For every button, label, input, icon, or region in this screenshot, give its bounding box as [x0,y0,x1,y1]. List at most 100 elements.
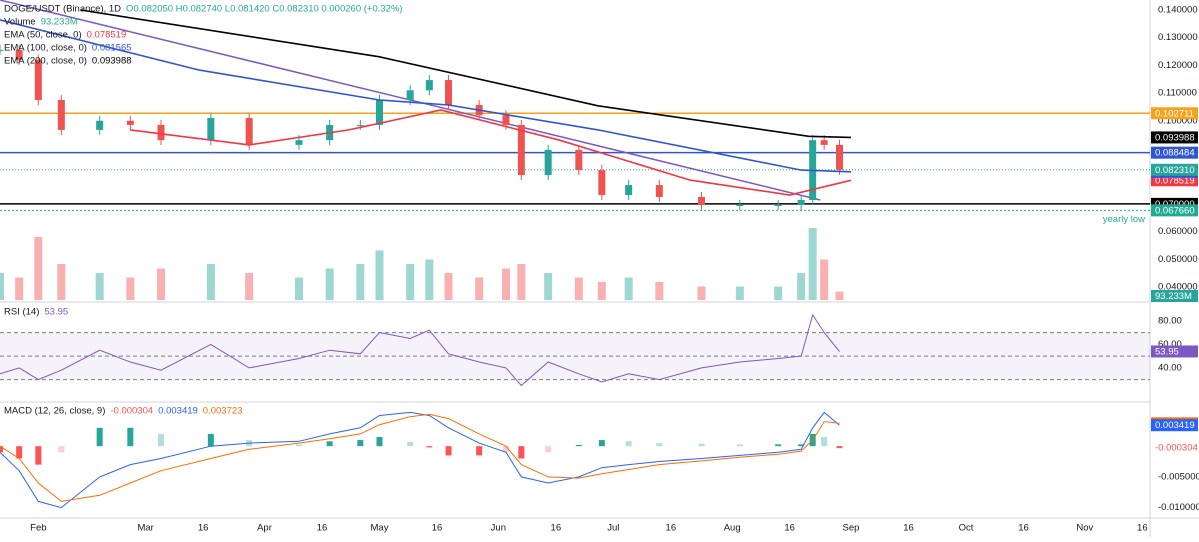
ema-line [130,109,852,196]
candle-body [598,170,606,196]
legend-value: 0.081565 [92,43,132,54]
candle-body [544,149,552,176]
macd-hist-value: -0.000304 [110,406,153,417]
macd-histogram-bar [625,441,632,447]
level-label-box [1151,146,1198,159]
y-tick-label: 60.00 [1158,339,1182,350]
ema-line [0,19,852,173]
legend-value: 93.233M [41,17,78,28]
macd-histogram-bar [207,433,214,447]
volume-bar [126,277,135,300]
close-last-label-box [1151,163,1198,176]
candle-body [376,100,383,125]
rsi-title: RSI (14) [4,307,39,318]
macd-histogram-bar [575,444,582,447]
y-tick-label: -0.005000 [1158,471,1199,482]
macd-histogram-bar [821,436,828,447]
x-tick-label: Mar [137,523,153,534]
candle-body [820,140,828,145]
volume-bar [797,273,806,300]
candle-body [774,204,782,206]
macd-histogram-bar [158,433,164,447]
ema-last-label: 0.078519 [1155,175,1195,186]
level-label: 0.102711 [1155,108,1194,119]
x-tick-label: Aug [724,523,741,534]
volume-bar [15,277,24,300]
x-tick-label: Apr [257,523,272,534]
macd-title: MACD (12, 26, close, 9) [4,406,105,417]
volume-bar [95,273,104,300]
ema-last-label-box [1151,131,1198,144]
candle-body [15,49,23,60]
candle-body [245,118,253,145]
candle-body [736,204,744,206]
candle-body [207,118,215,141]
macd-histogram-bar [376,436,383,447]
macd-histogram-bar [58,446,65,453]
legend-name: Volume [4,17,36,28]
signal-value: 0.003723 [203,406,243,417]
candle-body [445,80,452,105]
y-tick-label: 0.040000 [1158,281,1198,292]
rsi-value: 53.95 [44,307,68,318]
x-tick-label: 16 [432,523,443,534]
y-tick-label: 80.00 [1158,315,1182,326]
candle-body [655,185,663,197]
macd-histogram-bar [326,441,333,447]
candle-body [406,90,414,100]
x-tick-label: Oct [959,523,974,534]
macd-histogram-bar [503,446,509,453]
candle-body [57,100,65,130]
x-tick-label: Jul [607,523,619,534]
macd-line [0,411,840,509]
macd-histogram-bar [407,441,414,447]
x-tick-label: 16 [551,523,562,534]
macd-histogram-bar [656,443,663,447]
x-tick-label: 16 [666,523,677,534]
macd-histogram-bar [518,446,525,459]
volume-bar [295,277,303,300]
x-tick-label: 16 [784,523,795,534]
candle-body [517,124,525,176]
volume-bar [34,237,43,300]
volume-bar [57,264,66,300]
legend-name: EMA (200, close, 0) [4,56,87,67]
rsi-last-label: 53.95 [1155,346,1179,357]
x-tick-label: Sep [843,523,860,534]
candle-body [0,49,4,51]
y-tick-label: 0.060000 [1158,226,1198,237]
x-tick-label: 16 [198,523,209,534]
macd-histogram-bar [35,446,42,465]
x-tick-label: 16 [1137,523,1148,534]
volume-bar [375,250,384,300]
candle-body [34,59,42,100]
legend-name: EMA (50, close, 0) [4,30,82,41]
volume-last-label-box [1151,290,1198,302]
legend-value: 0.093988 [92,56,132,67]
volume-bar [808,228,817,300]
volume-last-label: 93.233M [1155,291,1192,302]
volume-bar [325,268,334,300]
x-tick-label: Feb [30,523,46,534]
x-tick-label: Nov [1076,523,1093,534]
volume-bar [444,273,453,300]
macd-histogram-bar [836,446,843,449]
macd-histogram-bar [476,446,483,456]
volume-bar [502,268,510,300]
macd-last-label-box [1151,419,1198,432]
candle-body [96,120,104,130]
legend-name: EMA (100, close, 0) [4,43,87,54]
close-last-label: 0.082310 [1155,165,1195,176]
level-label-box [1151,107,1198,120]
macd-histogram-bar [736,444,743,447]
candle-body [575,149,583,171]
macd-line [0,413,840,502]
volume-bar [624,277,633,300]
legend-value: 0.078519 [87,30,127,41]
candle-body [698,196,705,205]
macd-histogram-bar [545,446,552,453]
level-label-box [1151,204,1198,217]
macd-histogram-bar [798,444,805,447]
x-tick-label: Jun [491,523,506,534]
